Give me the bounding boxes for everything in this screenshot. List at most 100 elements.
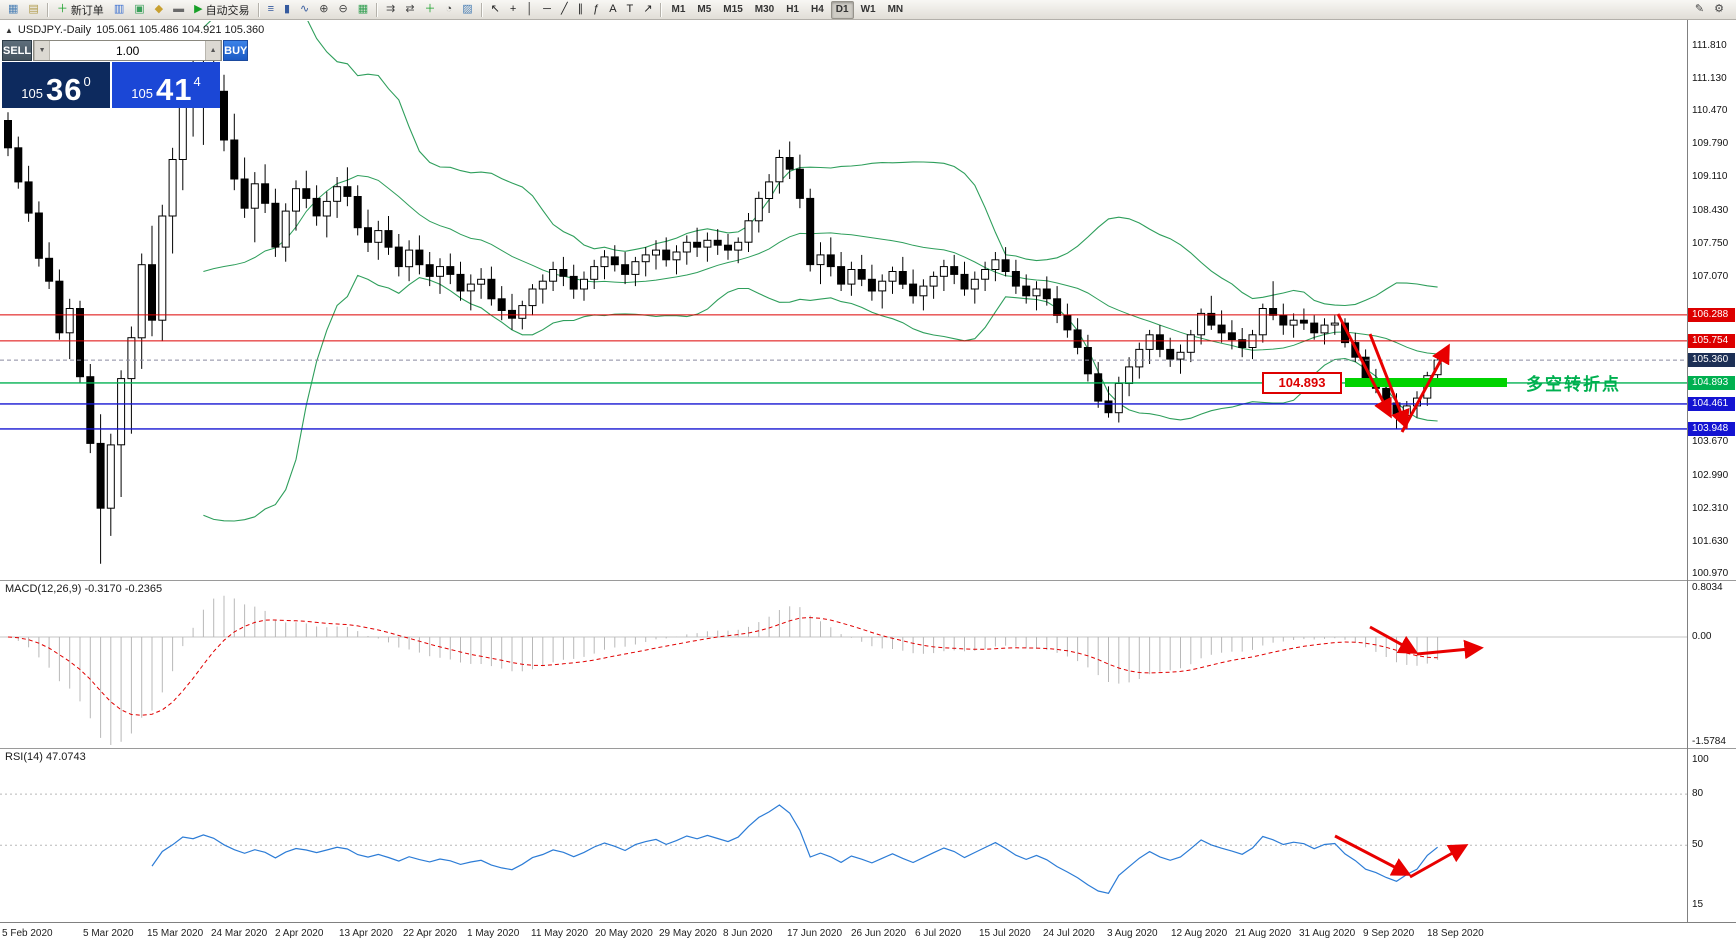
trade-panel-controls: SELL ▼ ▲ BUY: [2, 40, 249, 61]
market-watch-icon: ▥: [113, 3, 125, 15]
trendline-icon: ╱: [560, 3, 568, 15]
price-badge: 105.754: [1688, 333, 1735, 348]
time-axis-label: 24 Mar 2020: [211, 928, 268, 939]
new-chart-button[interactable]: ▦: [4, 1, 22, 19]
market-watch-button[interactable]: ▥: [110, 1, 128, 19]
text-button[interactable]: A: [605, 1, 620, 19]
zoom-in-button[interactable]: ⊕: [315, 1, 332, 19]
timeframe-d1-button[interactable]: D1: [830, 0, 854, 19]
navigator-icon: ◆: [154, 3, 164, 15]
terminal-button[interactable]: ▬: [169, 1, 188, 19]
periods-icon: ◔: [445, 3, 453, 15]
time-axis-label: 20 May 2020: [595, 928, 653, 939]
time-axis-label: 29 May 2020: [659, 928, 717, 939]
time-axis[interactable]: 5 Feb 2020 5 Mar 2020 15 Mar 2020 24 Mar 20…: [0, 923, 1736, 945]
bar-chart-icon: ≡: [267, 3, 274, 15]
indicators-list-button[interactable]: ＋: [421, 1, 440, 19]
settings-icon: ⚙: [1714, 3, 1724, 15]
new-chart-icon: ▦: [8, 3, 19, 15]
horizontal-line-button[interactable]: ─: [539, 1, 555, 19]
timeframe-mn-label: MN: [887, 4, 904, 15]
timeframe-m30-button[interactable]: M30: [750, 1, 779, 19]
buy-price-panel[interactable]: 105 41 4: [112, 62, 220, 108]
buy-button[interactable]: BUY: [223, 40, 249, 61]
toolbar-right-groups: ✎ ⚙: [1690, 0, 1733, 19]
time-axis-label: 24 Jul 2020: [1043, 928, 1095, 939]
price-axis-label: 110.470: [1692, 105, 1728, 117]
time-axis-label: 9 Sep 2020: [1363, 928, 1415, 939]
tile-windows-icon: ▦: [357, 3, 369, 15]
equidistant-channel-button[interactable]: ∥: [574, 1, 588, 19]
auto-trading-icon: ▶: [194, 3, 203, 15]
price-axis[interactable]: 111.810 111.130 110.470 109.790 109.110 108.4…: [1688, 20, 1736, 922]
turning-point-highlight-bar[interactable]: [1345, 378, 1507, 387]
annotation-arrows[interactable]: [1334, 313, 1484, 879]
price-axis-label: 109.790: [1692, 138, 1729, 150]
timeframe-mn-button[interactable]: MN: [883, 1, 909, 19]
new-order-button[interactable]: ＋新订单: [53, 1, 108, 19]
timeframe-w1-button[interactable]: W1: [856, 1, 881, 19]
fibonacci-button[interactable]: ƒ: [589, 1, 603, 19]
vertical-line-icon: │: [526, 3, 534, 15]
trade-panel-prices: 105 36 0 105 41 4: [2, 62, 220, 108]
volume-decrease-button[interactable]: ▼: [34, 41, 51, 60]
toolbar-separator: [257, 2, 260, 17]
toolbar-separator: [660, 2, 663, 17]
price-axis-label: 109.110: [1692, 171, 1728, 183]
collapse-trade-panel-icon[interactable]: ▲: [5, 25, 13, 35]
periods-button[interactable]: ◔: [442, 1, 457, 19]
vertical-line-button[interactable]: │: [522, 1, 537, 19]
profiles-button[interactable]: ▤: [24, 1, 42, 19]
timeframe-m1-button[interactable]: M1: [666, 1, 690, 19]
candlestick-chart-button[interactable]: ▮: [280, 1, 294, 19]
timeframe-m15-button[interactable]: M15: [718, 1, 747, 19]
templates-button[interactable]: ▨: [458, 1, 476, 19]
timeframe-h4-button[interactable]: H4: [806, 1, 829, 19]
time-axis-label: 15 Mar 2020: [147, 928, 204, 939]
price-badge: 105.360: [1688, 353, 1735, 368]
rsi-line: [151, 804, 1438, 894]
price-axis-label: 102.990: [1692, 469, 1729, 481]
tile-windows-button[interactable]: ▦: [354, 1, 372, 19]
toolbar-left-groups: ▦ ▤ ＋新订单 ▥ ▣ ◆ ▬ ▶ 自动交易 ≡ ▮ ∿ ⊕ ⊖ ▦ ⇉ ⇄ ＋ ◔ ▨ ↖ + │ ─ ╱ ∥ ƒ A T ↗ M1 M5…: [3, 0, 909, 19]
chart-shift-button[interactable]: ⇄: [401, 1, 418, 19]
cursor-button[interactable]: ↖: [487, 1, 504, 19]
data-window-button[interactable]: ▣: [130, 1, 148, 19]
time-axis-label: 5 Feb 2020: [2, 928, 53, 939]
sell-price-panel[interactable]: 105 36 0: [2, 62, 110, 108]
settings-button[interactable]: ⚙: [1710, 1, 1728, 19]
text-label-button[interactable]: T: [623, 1, 638, 19]
terminal-icon: ▬: [173, 3, 185, 15]
timeframe-m5-button[interactable]: M5: [692, 1, 716, 19]
navigator-button[interactable]: ◆: [151, 1, 167, 19]
time-axis-label: 1 May 2020: [467, 928, 520, 939]
buy-price-point: 4: [193, 74, 201, 89]
bar-chart-button[interactable]: ≡: [264, 1, 278, 19]
volume-input[interactable]: [50, 41, 206, 60]
rsi-axis-label: 80: [1692, 788, 1704, 800]
price-axis-label: 101.630: [1692, 535, 1729, 547]
trendline-button[interactable]: ╱: [557, 1, 572, 19]
auto-scroll-button[interactable]: ⇉: [382, 1, 399, 19]
price-axis-label: 107.070: [1692, 270, 1729, 282]
edit-button[interactable]: ✎: [1691, 1, 1708, 19]
chart-shift-icon: ⇄: [405, 3, 415, 15]
sell-button[interactable]: SELL: [2, 40, 33, 61]
arrows-tool-button[interactable]: ↗: [639, 1, 656, 19]
price-axis-label: 100.970: [1692, 567, 1729, 579]
timeframe-w1-label: W1: [860, 4, 876, 15]
price-annotation-label[interactable]: 104.893: [1262, 372, 1342, 394]
line-chart-button[interactable]: ∿: [296, 1, 313, 19]
time-axis-label: 22 Apr 2020: [403, 928, 457, 939]
volume-increase-button[interactable]: ▲: [205, 41, 222, 60]
time-axis-label: 26 Jun 2020: [851, 928, 907, 939]
price-axis-label: 111.810: [1692, 40, 1727, 51]
edit-icon: ✎: [1694, 3, 1705, 15]
timeframe-h1-button[interactable]: H1: [781, 1, 804, 19]
crosshair-button[interactable]: +: [506, 1, 520, 19]
auto-trading-button[interactable]: ▶ 自动交易: [190, 1, 253, 19]
zoom-out-button[interactable]: ⊖: [334, 1, 351, 19]
horizontal-line-icon: ─: [543, 3, 551, 15]
turning-point-note[interactable]: 多空转折点: [1526, 375, 1621, 394]
